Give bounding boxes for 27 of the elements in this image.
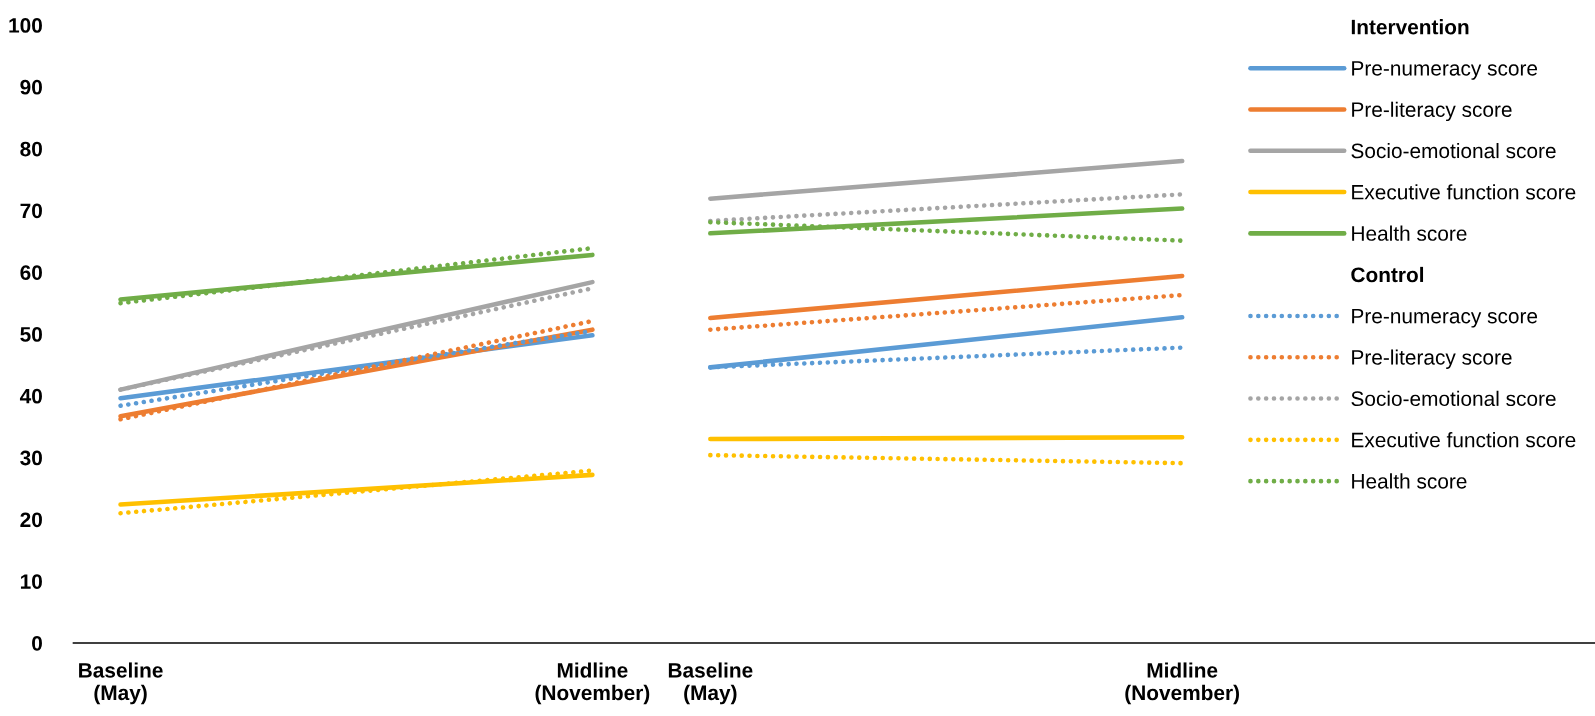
y-tick-label: 90 xyxy=(20,79,42,95)
y-tick-label: 0 xyxy=(32,635,42,651)
legend-label: Pre-numeracy score xyxy=(1352,308,1538,328)
legend-label: Health score xyxy=(1352,225,1467,241)
y-tick-label: 10 xyxy=(20,574,42,589)
x-tick-label: Midline (November) xyxy=(1125,662,1239,705)
legend-label: Pre-literacy score xyxy=(1352,349,1512,369)
x-tick-label: Midline (November) xyxy=(535,662,650,705)
y-tick-label: 50 xyxy=(20,327,42,342)
x-tick-label: Baseline (May) xyxy=(79,662,163,705)
y-tick-label: 60 xyxy=(20,265,42,280)
y-tick-label: 100 xyxy=(9,18,42,33)
y-tick-label: 70 xyxy=(20,203,42,219)
x-tick-label: Baseline (May) xyxy=(668,662,753,705)
legend-label: Pre-literacy score xyxy=(1352,101,1512,122)
y-tick-label: 30 xyxy=(20,450,42,466)
legend-label: Health score xyxy=(1352,473,1467,489)
legend-label: Executive function score xyxy=(1352,184,1576,200)
text: Control xyxy=(1351,266,1424,283)
y-tick-label: 80 xyxy=(20,141,42,157)
legend-label: Executive function score xyxy=(1352,432,1576,448)
y-tick-label: 40 xyxy=(19,388,42,404)
legend-label: Pre-numeracy score xyxy=(1352,61,1538,80)
legend-label: Socio-emotional score xyxy=(1351,390,1556,407)
legend-label: Socio-emotional score xyxy=(1351,142,1556,159)
text: Intervention xyxy=(1351,19,1469,35)
y-tick-label: 20 xyxy=(20,512,42,528)
